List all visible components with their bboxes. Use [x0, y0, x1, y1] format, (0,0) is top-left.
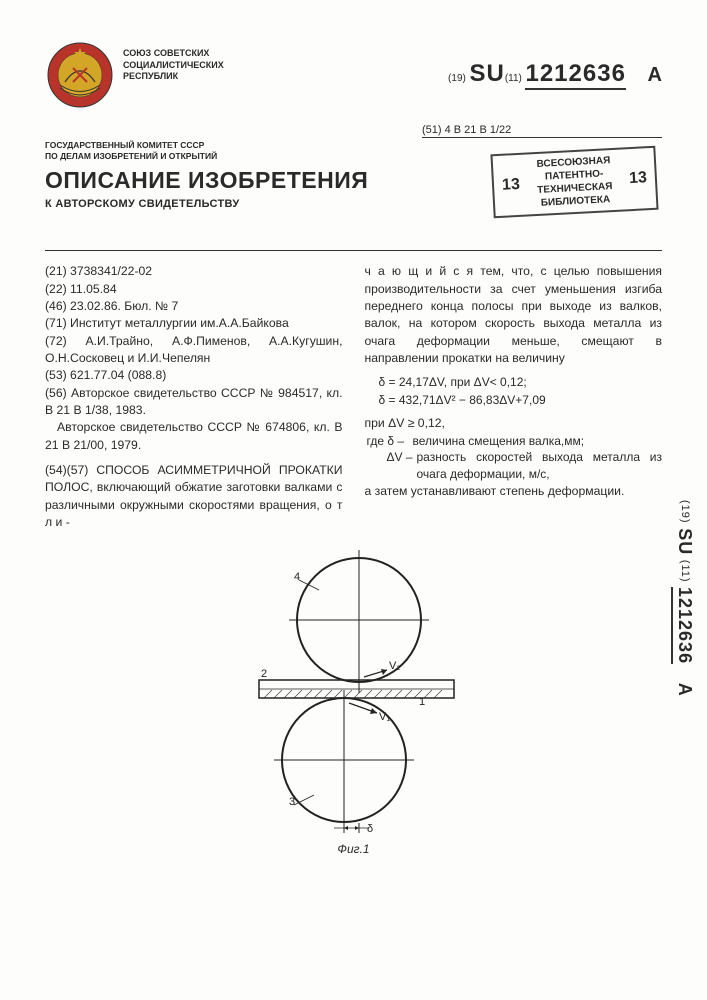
label-v1: V₁: [379, 711, 390, 723]
side-doc-code: (19) SU (11) 1212636 A: [674, 500, 695, 697]
abstract-cont: ч а ю щ и й с я тем, что, с целью повыше…: [365, 263, 663, 367]
formula-block: δ = 24,17ΔV, при ΔV< 0,12; δ = 432,71ΔV²…: [379, 373, 663, 409]
field-21: (21) 3738341/22-02: [45, 263, 343, 280]
field-72: (72) А.И.Трайно, А.Ф.Пименов, А.А.Кугуши…: [45, 333, 343, 368]
label-2: 2: [261, 668, 267, 680]
formula-3: при ΔV ≥ 0,12,: [365, 415, 663, 432]
field-56b: Авторское свидетельство СССР № 674806, к…: [45, 419, 343, 454]
side-suffix: A: [675, 683, 695, 697]
field-56a: (56) Авторское свидетельство СССР № 9845…: [45, 385, 343, 420]
ussr-emblem: [45, 40, 115, 110]
su-code: SU: [469, 60, 504, 87]
stamp-num-left: 13: [502, 174, 521, 196]
doc-number-block: (19) SU(11) 1212636 A: [448, 60, 662, 88]
classification-code: (51) 4 B 21 B 1/22: [422, 124, 662, 138]
right-column: ч а ю щ и й с я тем, что, с целью повыше…: [365, 263, 663, 531]
w1-sym: δ –: [387, 434, 404, 448]
stamp-l2: ПАТЕНТНО-: [545, 168, 604, 182]
abstract-tail: а затем устанавливают степень деформации…: [365, 483, 663, 500]
doc-number: 1212636: [525, 60, 625, 90]
union-line1: СОЮЗ СОВЕТСКИХ: [123, 48, 209, 58]
document-title: ОПИСАНИЕ ИЗОБРЕТЕНИЯ: [45, 167, 368, 194]
formula-2: δ = 432,71ΔV² − 86,83ΔV+7,09: [379, 391, 663, 409]
formula-1: δ = 24,17ΔV, при ΔV< 0,12;: [379, 373, 663, 391]
field-22: (22) 11.05.84: [45, 281, 343, 298]
label-delta: δ: [367, 823, 373, 835]
field-46: (46) 23.02.86. Бюл. № 7: [45, 298, 343, 315]
library-stamp: 13 ВСЕСОЮЗНАЯ ПАТЕНТНО- ТЕХНИЧЕСКАЯ БИБЛ…: [490, 146, 658, 219]
field-53: (53) 621.77.04 (088.8): [45, 367, 343, 384]
w2-sym: ΔV –: [386, 450, 412, 464]
doc-suffix: A: [648, 64, 662, 86]
su-sub: (11): [505, 73, 522, 84]
label-1: 1: [419, 696, 425, 708]
label-3: 3: [289, 796, 295, 808]
field-54: (54)(57) СПОСОБ АСИММЕТРИЧНОЙ ПРОКАТКИ П…: [45, 462, 343, 531]
label-4: 4: [294, 571, 300, 583]
committee-line2: ПО ДЕЛАМ ИЗОБРЕТЕНИЙ И ОТКРЫТИЙ: [45, 151, 217, 161]
union-line2: СОЦИАЛИСТИЧЕСКИХ: [123, 60, 224, 70]
stamp-l4: БИБЛИОТЕКА: [541, 194, 611, 209]
left-column: (21) 3738341/22-02 (22) 11.05.84 (46) 23…: [45, 263, 343, 531]
side-number: 1212636: [671, 587, 695, 664]
stamp-num-right: 13: [629, 168, 648, 190]
where-block: где δ – величина смещения валка,мм; ΔV –…: [367, 433, 663, 483]
label-v2: V₂: [389, 660, 401, 672]
figure-1: V₂ V₁ 1 2 3 4 δ Фиг.1: [45, 545, 662, 856]
committee-line1: ГОСУДАРСТВЕННЫЙ КОМИТЕТ СССР: [45, 140, 204, 150]
side-prefix: (19): [679, 500, 691, 524]
union-text: СОЮЗ СОВЕТСКИХ СОЦИАЛИСТИЧЕСКИХ РЕСПУБЛИ…: [123, 48, 448, 83]
w1-txt: величина смещения валка,мм;: [413, 433, 585, 450]
w2-txt: разность скоростей выхода металла из оча…: [417, 449, 663, 483]
su-prefix: (19): [448, 73, 466, 84]
field-71: (71) Институт металлургии им.А.А.Байкова: [45, 315, 343, 332]
union-line3: РЕСПУБЛИК: [123, 71, 178, 81]
where-intro: где: [367, 434, 385, 448]
side-su: SU: [675, 528, 695, 555]
horizontal-rule: [45, 250, 662, 251]
document-subtitle: К АВТОРСКОМУ СВИДЕТЕЛЬСТВУ: [45, 198, 368, 210]
side-sub: (11): [679, 560, 691, 583]
figure-caption: Фиг.1: [45, 842, 662, 856]
